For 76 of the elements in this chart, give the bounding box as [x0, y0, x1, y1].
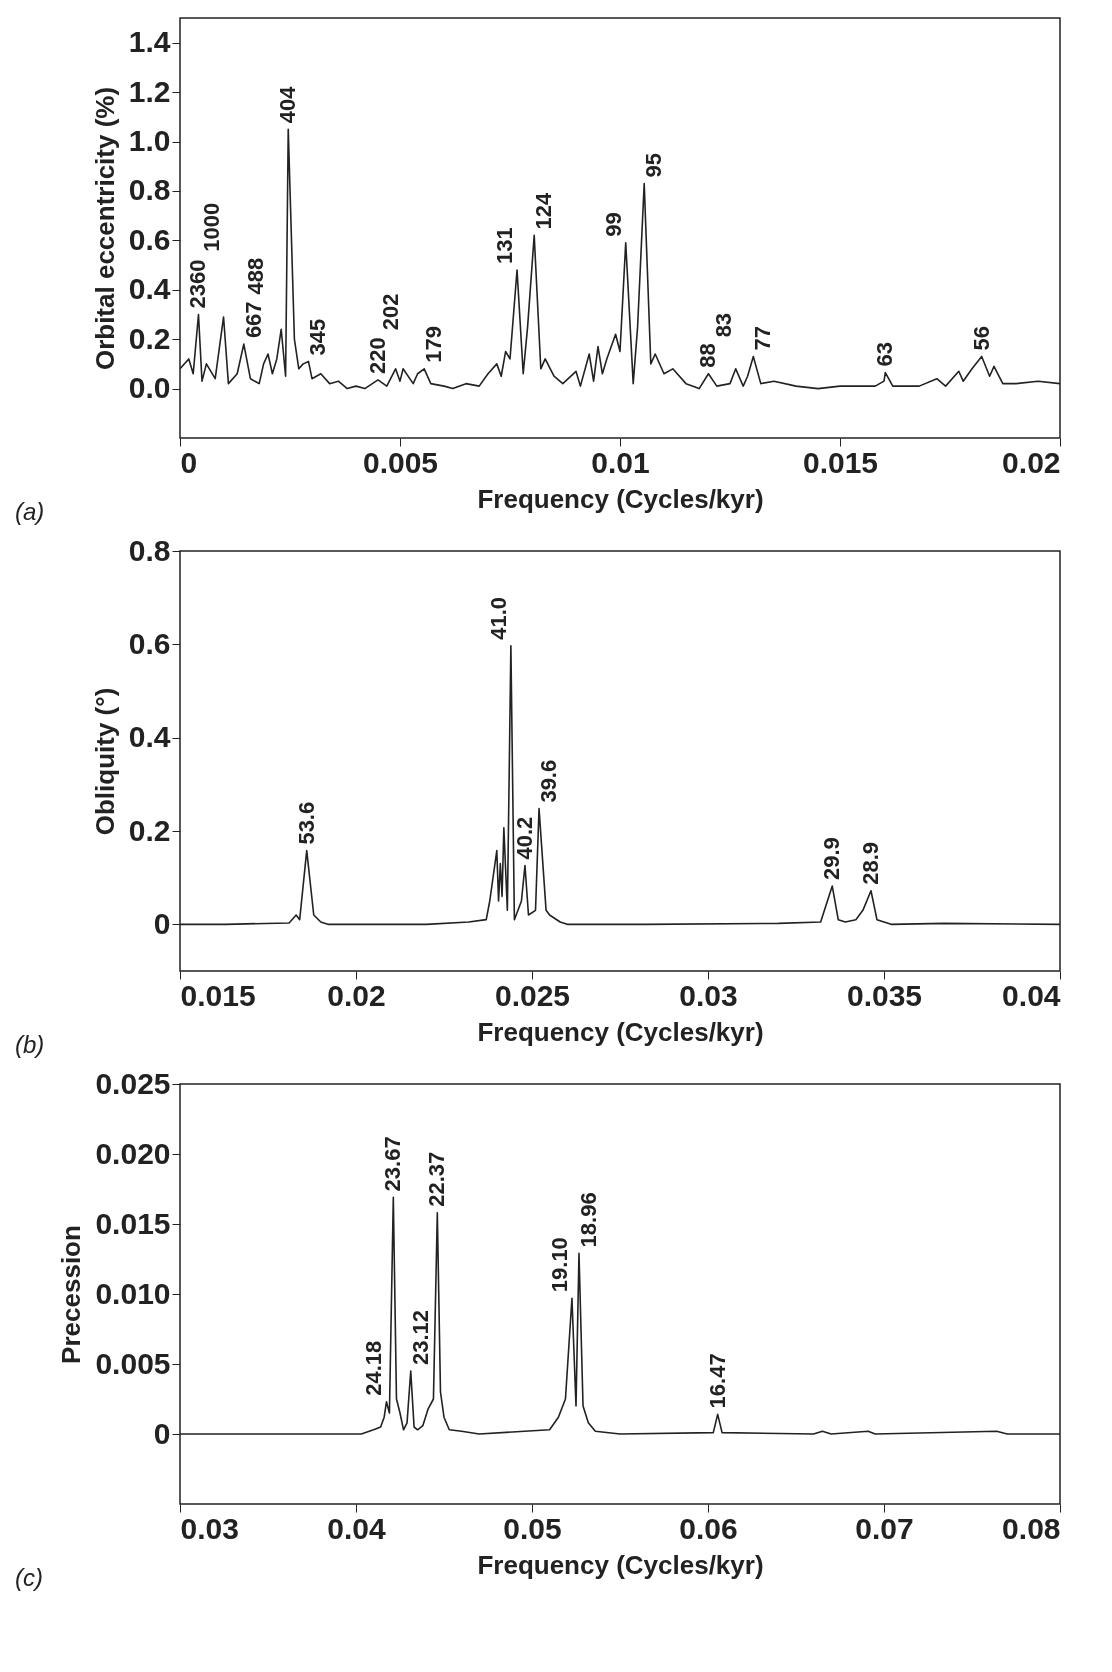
x-tick-label: 0.08: [1002, 1511, 1061, 1545]
y-tick-label: 0.025: [95, 1066, 171, 1100]
x-axis-title: Frequency (Cycles/kyr): [477, 1016, 764, 1047]
y-tick-label: 0: [153, 1416, 171, 1450]
annotation: 77: [750, 325, 776, 351]
x-tick-label: 0.07: [855, 1511, 914, 1545]
x-tick-label: 0.025: [494, 978, 571, 1012]
annotation: 63: [872, 342, 898, 367]
y-tick-label: 0.020: [95, 1136, 171, 1170]
y-axis-title: Precession: [56, 1225, 87, 1364]
y-tick-label: 1.2: [128, 74, 171, 108]
x-tick-label: 0.05: [503, 1511, 562, 1545]
annotation: 2360: [185, 259, 211, 309]
y-axis-title: Obliquity (°): [89, 687, 120, 836]
annotation: 488: [243, 257, 268, 295]
x-axis-title: Frequency (Cycles/kyr): [477, 483, 764, 514]
y-tick-label: 0: [153, 906, 171, 940]
y-tick-label: 0.2: [128, 813, 171, 847]
x-tick-label: 0.015: [802, 445, 879, 479]
x-tick-label: 0.02: [1002, 445, 1061, 479]
x-tick-label: 0.04: [327, 1511, 387, 1545]
annotation: 41.0: [485, 596, 511, 640]
annotation: 131: [492, 227, 518, 264]
annotation: 83: [710, 312, 736, 338]
y-tick-label: 0.2: [128, 321, 171, 355]
y-tick-label: 0.4: [128, 272, 171, 306]
y-axis-title: Orbital eccentricity (%): [89, 86, 120, 371]
y-tick-label: 1.0: [128, 124, 171, 158]
x-tick-label: 0.04: [1002, 978, 1061, 1012]
y-tick-label: 0.6: [128, 222, 171, 256]
text: (a): [15, 498, 45, 525]
annotation: 23.12: [407, 1309, 433, 1365]
y-tick-label: 0.6: [128, 626, 171, 660]
annotation: 16.47: [704, 1353, 730, 1409]
y-tick-label: 0.015: [95, 1206, 171, 1240]
y-tick-label: 0.005: [95, 1346, 171, 1380]
annotation: 40.2: [511, 816, 537, 860]
annotation: 24.18: [361, 1340, 387, 1396]
annotation: 18.96: [575, 1192, 601, 1248]
annotation: 23.67: [380, 1136, 406, 1192]
annotation: 99: [600, 212, 626, 237]
x-tick-label: 0.035: [846, 978, 923, 1012]
x-tick-label: 0.005: [362, 445, 439, 479]
x-tick-label: 0: [180, 445, 198, 479]
annotation: 95: [641, 153, 667, 178]
annotation: 56: [968, 325, 994, 351]
y-tick-label: 1.4: [128, 25, 171, 59]
x-tick-label: 0.01: [591, 445, 650, 479]
annotation: 667: [240, 301, 266, 339]
x-tick-label: 0.03: [180, 1511, 239, 1545]
annotation: 53.6: [293, 801, 319, 845]
annotation: 124: [531, 191, 557, 230]
annotation: 220: [365, 337, 390, 374]
annotation: 28.9: [857, 841, 883, 885]
annotation: 179: [421, 326, 447, 363]
y-tick-label: 0.8: [128, 173, 171, 207]
y-tick-label: 0.0: [128, 371, 171, 405]
x-tick-label: 0.02: [327, 978, 386, 1012]
annotation: 1000: [198, 202, 224, 252]
annotation: 19.10: [546, 1237, 572, 1293]
text: (b): [15, 1031, 45, 1058]
y-tick-label: 0.8: [128, 533, 171, 567]
y-tick-label: 0.010: [95, 1276, 171, 1310]
annotation: 22.37: [424, 1151, 450, 1207]
x-tick-label: 0.06: [679, 1511, 738, 1545]
x-tick-label: 0.015: [180, 978, 256, 1012]
annotation: 202: [378, 293, 404, 331]
x-axis-title: Frequency (Cycles/kyr): [477, 1549, 764, 1580]
x-tick-label: 0.03: [679, 978, 738, 1012]
text: (c): [15, 1564, 43, 1591]
annotation: 29.9: [819, 837, 845, 881]
annotation: 88: [695, 343, 721, 368]
annotation: 39.6: [536, 759, 562, 803]
y-tick-label: 0.4: [128, 720, 171, 754]
annotation: 345: [305, 318, 331, 356]
annotation: 404: [275, 85, 301, 124]
